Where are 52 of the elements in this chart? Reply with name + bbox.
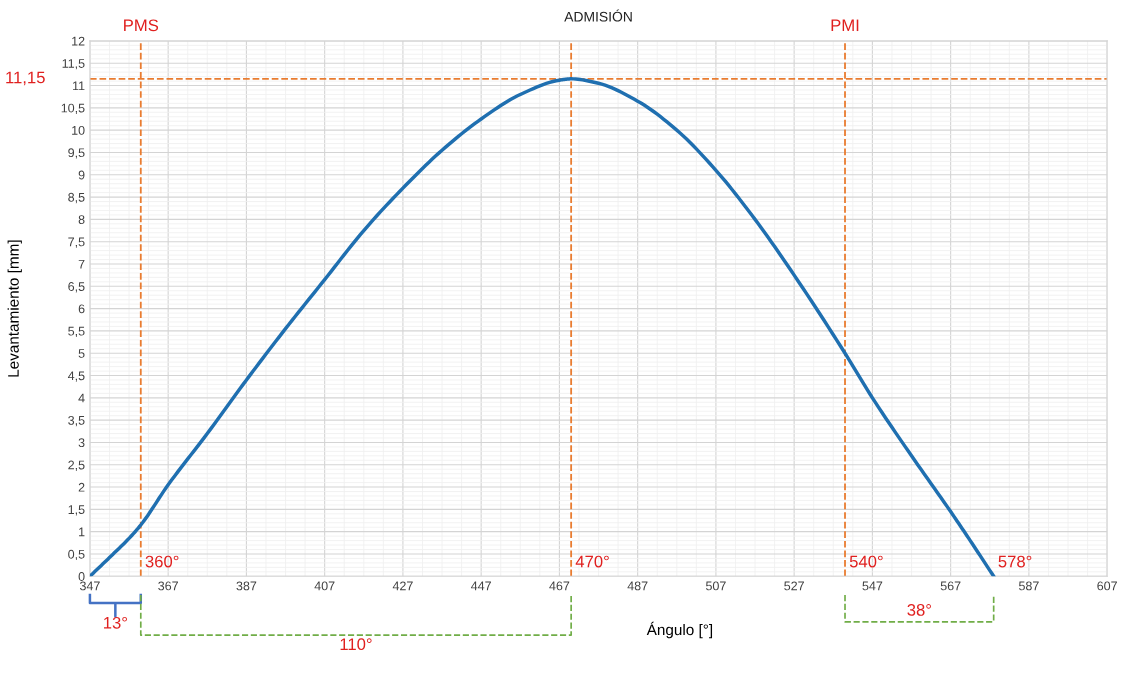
x-tick-label: 407	[314, 581, 335, 591]
y-tick-label: 12	[72, 36, 85, 46]
y-tick-label: 4,5	[67, 371, 85, 382]
y-tick-label: 9,5	[68, 148, 85, 159]
annotation: 540°	[849, 555, 883, 568]
x-tick-label: 347	[79, 581, 100, 591]
y-tick-label: 11	[73, 81, 85, 91]
x-tick-label: 487	[627, 581, 648, 591]
annotation: 360°	[145, 555, 179, 568]
y-tick-label: 1	[79, 527, 85, 537]
x-tick-label: 527	[784, 581, 804, 591]
text: 38°	[907, 604, 931, 616]
y-tick-label: 7,5	[68, 237, 85, 248]
x-tick-label: 607	[1097, 581, 1117, 591]
x-tick-label: 507	[705, 581, 726, 591]
y-tick-label: 4	[78, 393, 85, 403]
ref-line-label: 11,15	[6, 71, 45, 86]
y-tick-label: 11,5	[62, 59, 85, 70]
y-tick-label: 5,5	[68, 326, 85, 338]
y-tick-label: 6,5	[68, 282, 85, 293]
text: 110°	[340, 638, 372, 651]
annotation: 470°	[575, 555, 609, 568]
y-tick-label: 0,5	[68, 549, 85, 561]
chart-title: ADMISIÓN	[564, 9, 632, 22]
y-tick-label: 0	[78, 572, 85, 581]
x-tick-label: 467	[549, 581, 570, 591]
x-axis-title: Ángulo [°]	[646, 621, 713, 639]
ref-line-label: PMS	[124, 19, 159, 32]
x-tick-label: 447	[471, 581, 491, 591]
y-tick-label: 5	[78, 349, 85, 358]
annotation: 578°	[998, 555, 1032, 568]
ref-line-label: PMI	[831, 19, 859, 32]
y-tick-label: 10	[72, 125, 85, 135]
y-tick-label: 2	[78, 482, 85, 492]
x-tick-label: 567	[940, 581, 961, 591]
y-tick-label: 8,5	[68, 192, 85, 204]
x-tick-label: 427	[392, 581, 413, 591]
y-tick-label: 6	[78, 304, 85, 314]
y-tick-label: 3	[78, 438, 85, 448]
y-tick-label: 7	[78, 259, 85, 269]
x-tick-label: 367	[158, 581, 178, 591]
y-tick-label: 3,5	[68, 415, 85, 427]
text: 13°	[104, 616, 127, 629]
x-tick-label: 587	[1018, 581, 1039, 591]
y-tick-label: 8	[78, 215, 85, 225]
y-tick-label: 9	[78, 170, 85, 180]
y-tick-label: 10,5	[61, 103, 85, 114]
y-tick-label: 2,5	[68, 460, 85, 471]
y-tick-label: 1,5	[68, 505, 85, 516]
y-axis-title: Levantamiento [mm]	[7, 240, 22, 377]
x-tick-label: 547	[862, 581, 883, 591]
x-tick-label: 387	[236, 581, 257, 591]
